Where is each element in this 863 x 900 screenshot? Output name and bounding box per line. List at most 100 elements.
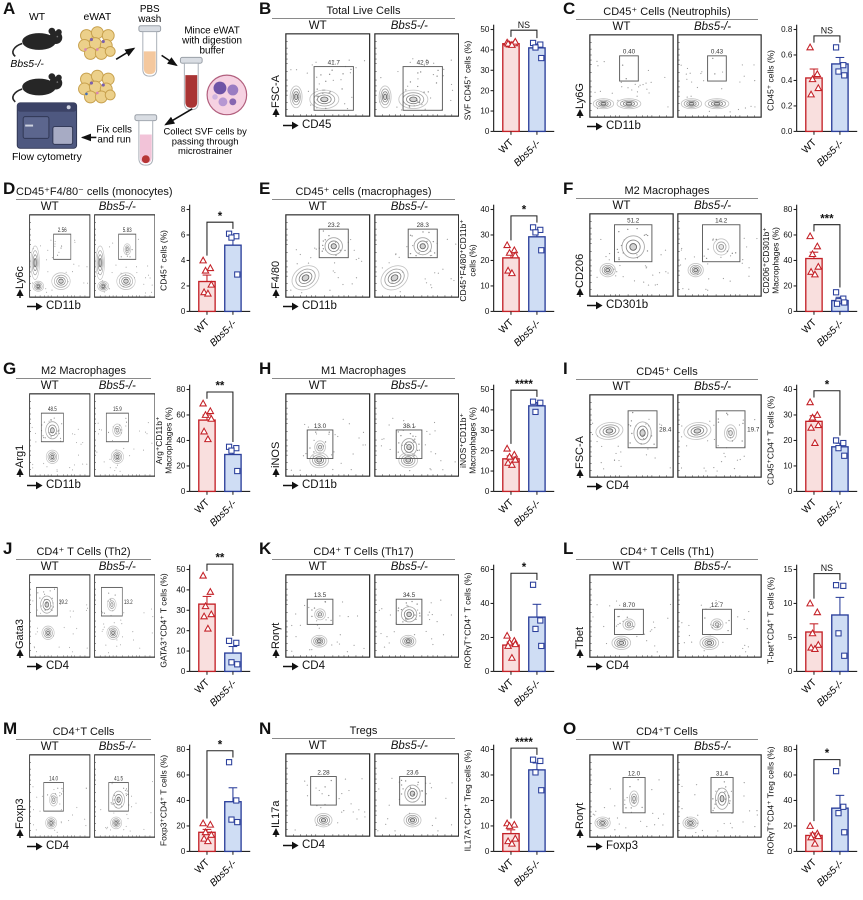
gate-percentage: 38.1 xyxy=(402,423,415,430)
axis-arrow-up-icon xyxy=(271,289,280,298)
flow-plot-ko: 23.6 xyxy=(373,753,459,837)
axis-arrow-up-icon xyxy=(15,829,24,838)
flow-x-label: CD11b xyxy=(302,479,337,491)
strain-headers: WT Bbs5-/- xyxy=(576,741,758,753)
gate-percentage: 12.7 xyxy=(711,602,724,609)
axis-arrow-up-icon xyxy=(271,108,280,117)
data-point xyxy=(233,639,240,646)
wt-bar xyxy=(198,419,216,493)
data-point xyxy=(841,652,848,659)
data-point xyxy=(201,601,210,610)
flow-group: CD4⁺ T Cells (Th2) WT Bbs5-/- Gata3 39.2… xyxy=(12,545,155,720)
y-tick-label: 20 xyxy=(480,86,489,95)
flow-plots: Rorγt 13.5 34.5 xyxy=(269,574,459,658)
y-tick-label: 0 xyxy=(181,847,186,856)
strain-headers: WT Bbs5-/- xyxy=(576,381,758,393)
gate-box xyxy=(318,228,349,259)
data-point xyxy=(510,450,519,458)
significance-label: NS xyxy=(821,563,833,573)
data-point xyxy=(835,68,842,75)
significance-bracket xyxy=(510,572,538,631)
mince-label-line3: buffer xyxy=(200,45,226,56)
data-point xyxy=(833,300,841,307)
flow-x-axis: CD301b xyxy=(587,299,762,311)
data-point xyxy=(507,268,516,277)
panel-letter: J xyxy=(3,539,13,558)
strain-headers: WT Bbs5-/- xyxy=(16,561,151,573)
data-point xyxy=(200,834,209,842)
axis-arrow-up-icon xyxy=(271,649,280,658)
data-point xyxy=(234,271,241,278)
data-point xyxy=(810,839,819,847)
gate-box xyxy=(407,228,438,259)
flow-plots: FSC-A 41.7 42.9 xyxy=(269,33,459,117)
panel-E: E CD45⁺ cells (macrophages) WT Bbs5-/- F… xyxy=(256,180,560,360)
ko-label: Bbs5-/- xyxy=(10,59,44,70)
data-point xyxy=(538,787,545,794)
data-point xyxy=(814,262,823,270)
data-point xyxy=(507,40,516,48)
strain-wt: WT xyxy=(612,381,631,393)
y-tick-label: 60 xyxy=(480,565,489,574)
data-point xyxy=(808,74,817,83)
data-point xyxy=(207,609,216,618)
gate-box xyxy=(40,412,64,443)
data-point xyxy=(538,247,545,254)
flow-plots: CD206 51.2 14.2 xyxy=(573,213,762,297)
flow-plots: Gata3 39.2 13.2 xyxy=(13,574,155,658)
panel-letter: N xyxy=(259,719,272,738)
y-tick-label: 10 xyxy=(176,647,185,656)
flow-plots: Ly6G 0.40 0.43 xyxy=(573,34,762,118)
flow-x-label: CD4 xyxy=(302,660,326,672)
data-point xyxy=(507,839,516,847)
flow-plot-wt: 51.2 xyxy=(589,213,674,297)
data-point xyxy=(503,444,512,452)
flow-y-label: F4/80 xyxy=(269,260,282,289)
flow-plot-ko: 31.4 xyxy=(677,754,762,838)
y-tick-label: 40 xyxy=(480,205,489,214)
gate-box xyxy=(702,224,741,263)
flow-y-axis: CD206 xyxy=(573,213,586,297)
data-point xyxy=(840,62,847,69)
strain-ko: Bbs5-/- xyxy=(693,561,732,573)
panel-I: I CD45⁺ Cells WT Bbs5-/- FSC-A 28.4 19.7… xyxy=(560,360,863,540)
x-cat-ko: Bbs5-/- xyxy=(512,138,543,169)
flow-plot-wt: 23.2 xyxy=(285,214,371,298)
flow-plot-ko: 0.43 xyxy=(677,34,762,118)
data-point xyxy=(206,820,215,828)
strain-headers: WT Bbs5-/- xyxy=(16,380,151,392)
y-tick-label: 0 xyxy=(485,307,490,316)
flow-title: Total Live Cells xyxy=(272,5,455,19)
ewat-cluster-icon xyxy=(78,26,116,60)
flow-y-axis: F4/80 xyxy=(269,214,282,298)
flow-x-label: CD4 xyxy=(606,480,630,492)
y-tick-label: 40 xyxy=(176,436,185,445)
significance-bracket xyxy=(813,224,841,288)
gate-percentage: 28.3 xyxy=(416,222,429,229)
flow-group: M1 Macrophages WT Bbs5-/- iNOS 13.0 38.1… xyxy=(268,365,459,540)
significance-label: * xyxy=(218,211,223,223)
bar-ylabel: GATA3⁺CD4⁺ T cells (%) xyxy=(159,573,169,667)
axis-arrow-up-icon xyxy=(575,649,584,658)
flow-y-axis: Ly6c xyxy=(13,214,26,298)
data-point xyxy=(234,467,241,475)
bar-chart: CD45⁺ cells (%) 0.0 0.2 0.4 0.6 0.8 NS WTBbs5-/… xyxy=(766,24,858,169)
data-point xyxy=(507,653,516,661)
y-tick-label: 60 xyxy=(783,771,792,780)
x-cat-wt: WT xyxy=(497,317,516,336)
significance-bracket xyxy=(510,747,538,819)
flow-y-label: Gata3 xyxy=(13,619,26,649)
data-point xyxy=(806,397,815,406)
flow-plot-wt: 28.4 xyxy=(589,394,674,478)
gate-percentage: 0.40 xyxy=(623,49,636,56)
bar-chart: SVF CD45⁺ cells (%) 0 10 20 30 40 50 NS WTBbs5-/… xyxy=(463,20,555,169)
gate-box xyxy=(627,410,658,449)
strain-ko: Bbs5-/- xyxy=(98,201,136,213)
data-point xyxy=(504,836,513,845)
y-tick-label: 40 xyxy=(783,256,792,265)
significance-label: * xyxy=(522,204,527,216)
x-cat-wt: WT xyxy=(800,857,819,876)
x-cat-wt: WT xyxy=(800,497,819,516)
flow-y-label: Ly6c xyxy=(13,266,26,289)
data-point xyxy=(511,834,520,842)
